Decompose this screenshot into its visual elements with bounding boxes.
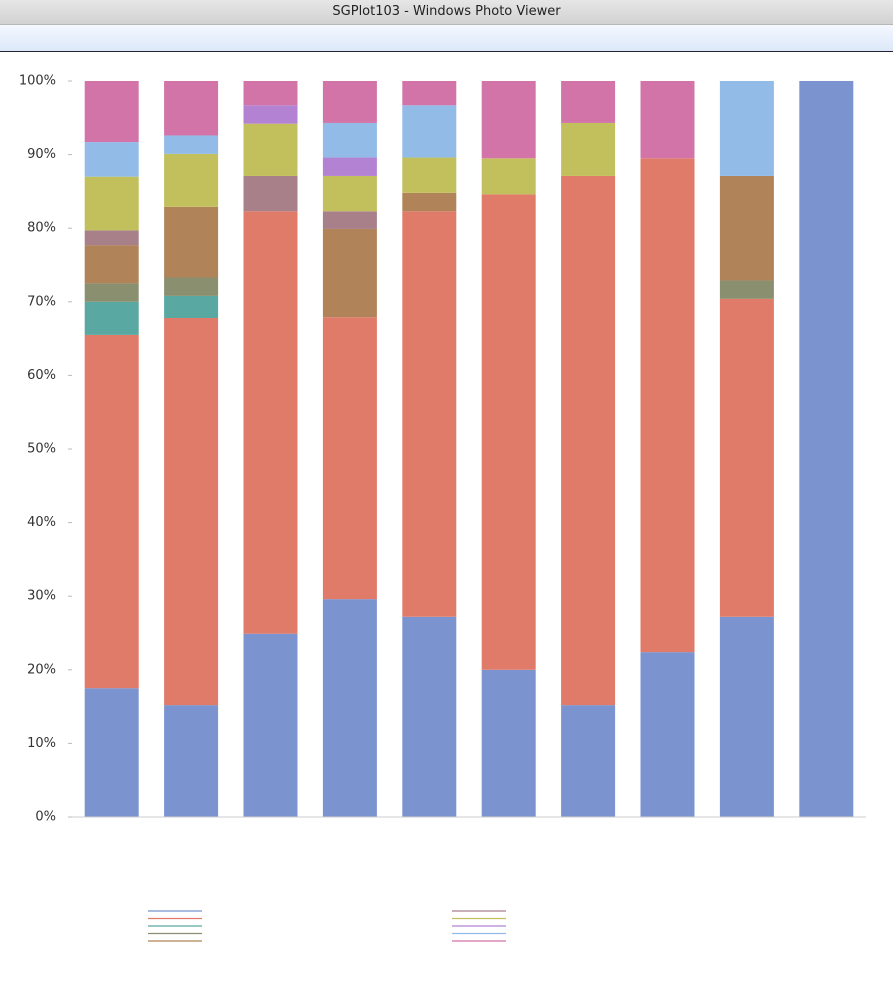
bar-segment (84, 81, 139, 143)
bar-segment (402, 157, 457, 193)
bar-segment (322, 175, 377, 212)
y-tick-label: 10% (27, 736, 56, 751)
bar-segment (322, 122, 377, 158)
bar-segment (719, 616, 774, 817)
bar-segment (164, 705, 219, 817)
bar-segment (402, 192, 457, 212)
bar-segment (322, 599, 377, 817)
chart: 0% 10% 20% 30% 40% 50% 60% 70% 80% 90% 100% (19, 74, 866, 942)
bar-segment (322, 317, 377, 600)
bar-segment (164, 317, 219, 706)
bar-segment (719, 280, 774, 299)
bar-segment (561, 175, 616, 706)
y-tick-label: 60% (27, 368, 56, 383)
bar-segment (164, 81, 219, 136)
bar-segment (84, 283, 139, 302)
window-title: SGPlot103 - Windows Photo Viewer (0, 0, 893, 25)
bar-segment (719, 175, 774, 281)
bar-segment (84, 688, 139, 817)
bar-segment (561, 705, 616, 817)
bar-segment (84, 176, 139, 231)
bar-segment (402, 616, 457, 817)
bar-segment (402, 81, 457, 106)
bar-segment (481, 669, 536, 817)
bar-segment (799, 81, 854, 817)
bar-segment (561, 81, 616, 123)
bar-segment (243, 211, 298, 634)
bar-segment (243, 105, 298, 124)
bar-segment (322, 157, 377, 176)
bar-segment (84, 334, 139, 689)
bar-segment (84, 301, 139, 335)
bar-segment (243, 81, 298, 106)
bar-segment (84, 230, 139, 246)
bar-segment (164, 277, 219, 296)
bar-segment (84, 142, 139, 177)
y-tick-label: 50% (27, 442, 56, 457)
bar-segment (322, 211, 377, 229)
bar-segment (481, 194, 536, 670)
bar-segment (640, 652, 695, 817)
bar-segment (402, 211, 457, 617)
bar-segment (719, 298, 774, 617)
bar-segment (164, 206, 219, 278)
bar-segment (243, 123, 298, 176)
y-tick-label: 80% (27, 221, 56, 236)
y-tick-label: 30% (27, 589, 56, 604)
y-tick-label: 100% (19, 74, 56, 89)
bar-segment (164, 153, 219, 207)
y-tick-label: 20% (27, 662, 56, 677)
bar-segment (322, 228, 377, 318)
y-tick-label: 70% (27, 294, 56, 309)
bar-segment (481, 81, 536, 159)
bar-segment (561, 122, 616, 176)
bar-segment (243, 175, 298, 212)
bar-segment (640, 158, 695, 653)
y-tick-label: 0% (35, 810, 56, 825)
bar-segment (164, 135, 219, 154)
bar-segment (322, 81, 377, 123)
bar-segment (481, 158, 536, 195)
bar-segment (640, 81, 695, 159)
bar-segment (243, 633, 298, 817)
bar-segment (719, 81, 774, 176)
image-view: 0% 10% 20% 30% 40% 50% 60% 70% 80% 90% 100% (0, 53, 893, 980)
bar-segment (164, 295, 219, 318)
bar-segment (402, 105, 457, 158)
y-tick-label: 90% (27, 147, 56, 162)
toolbar (0, 25, 893, 52)
y-tick-label: 40% (27, 515, 56, 530)
bar-segment (84, 245, 139, 284)
